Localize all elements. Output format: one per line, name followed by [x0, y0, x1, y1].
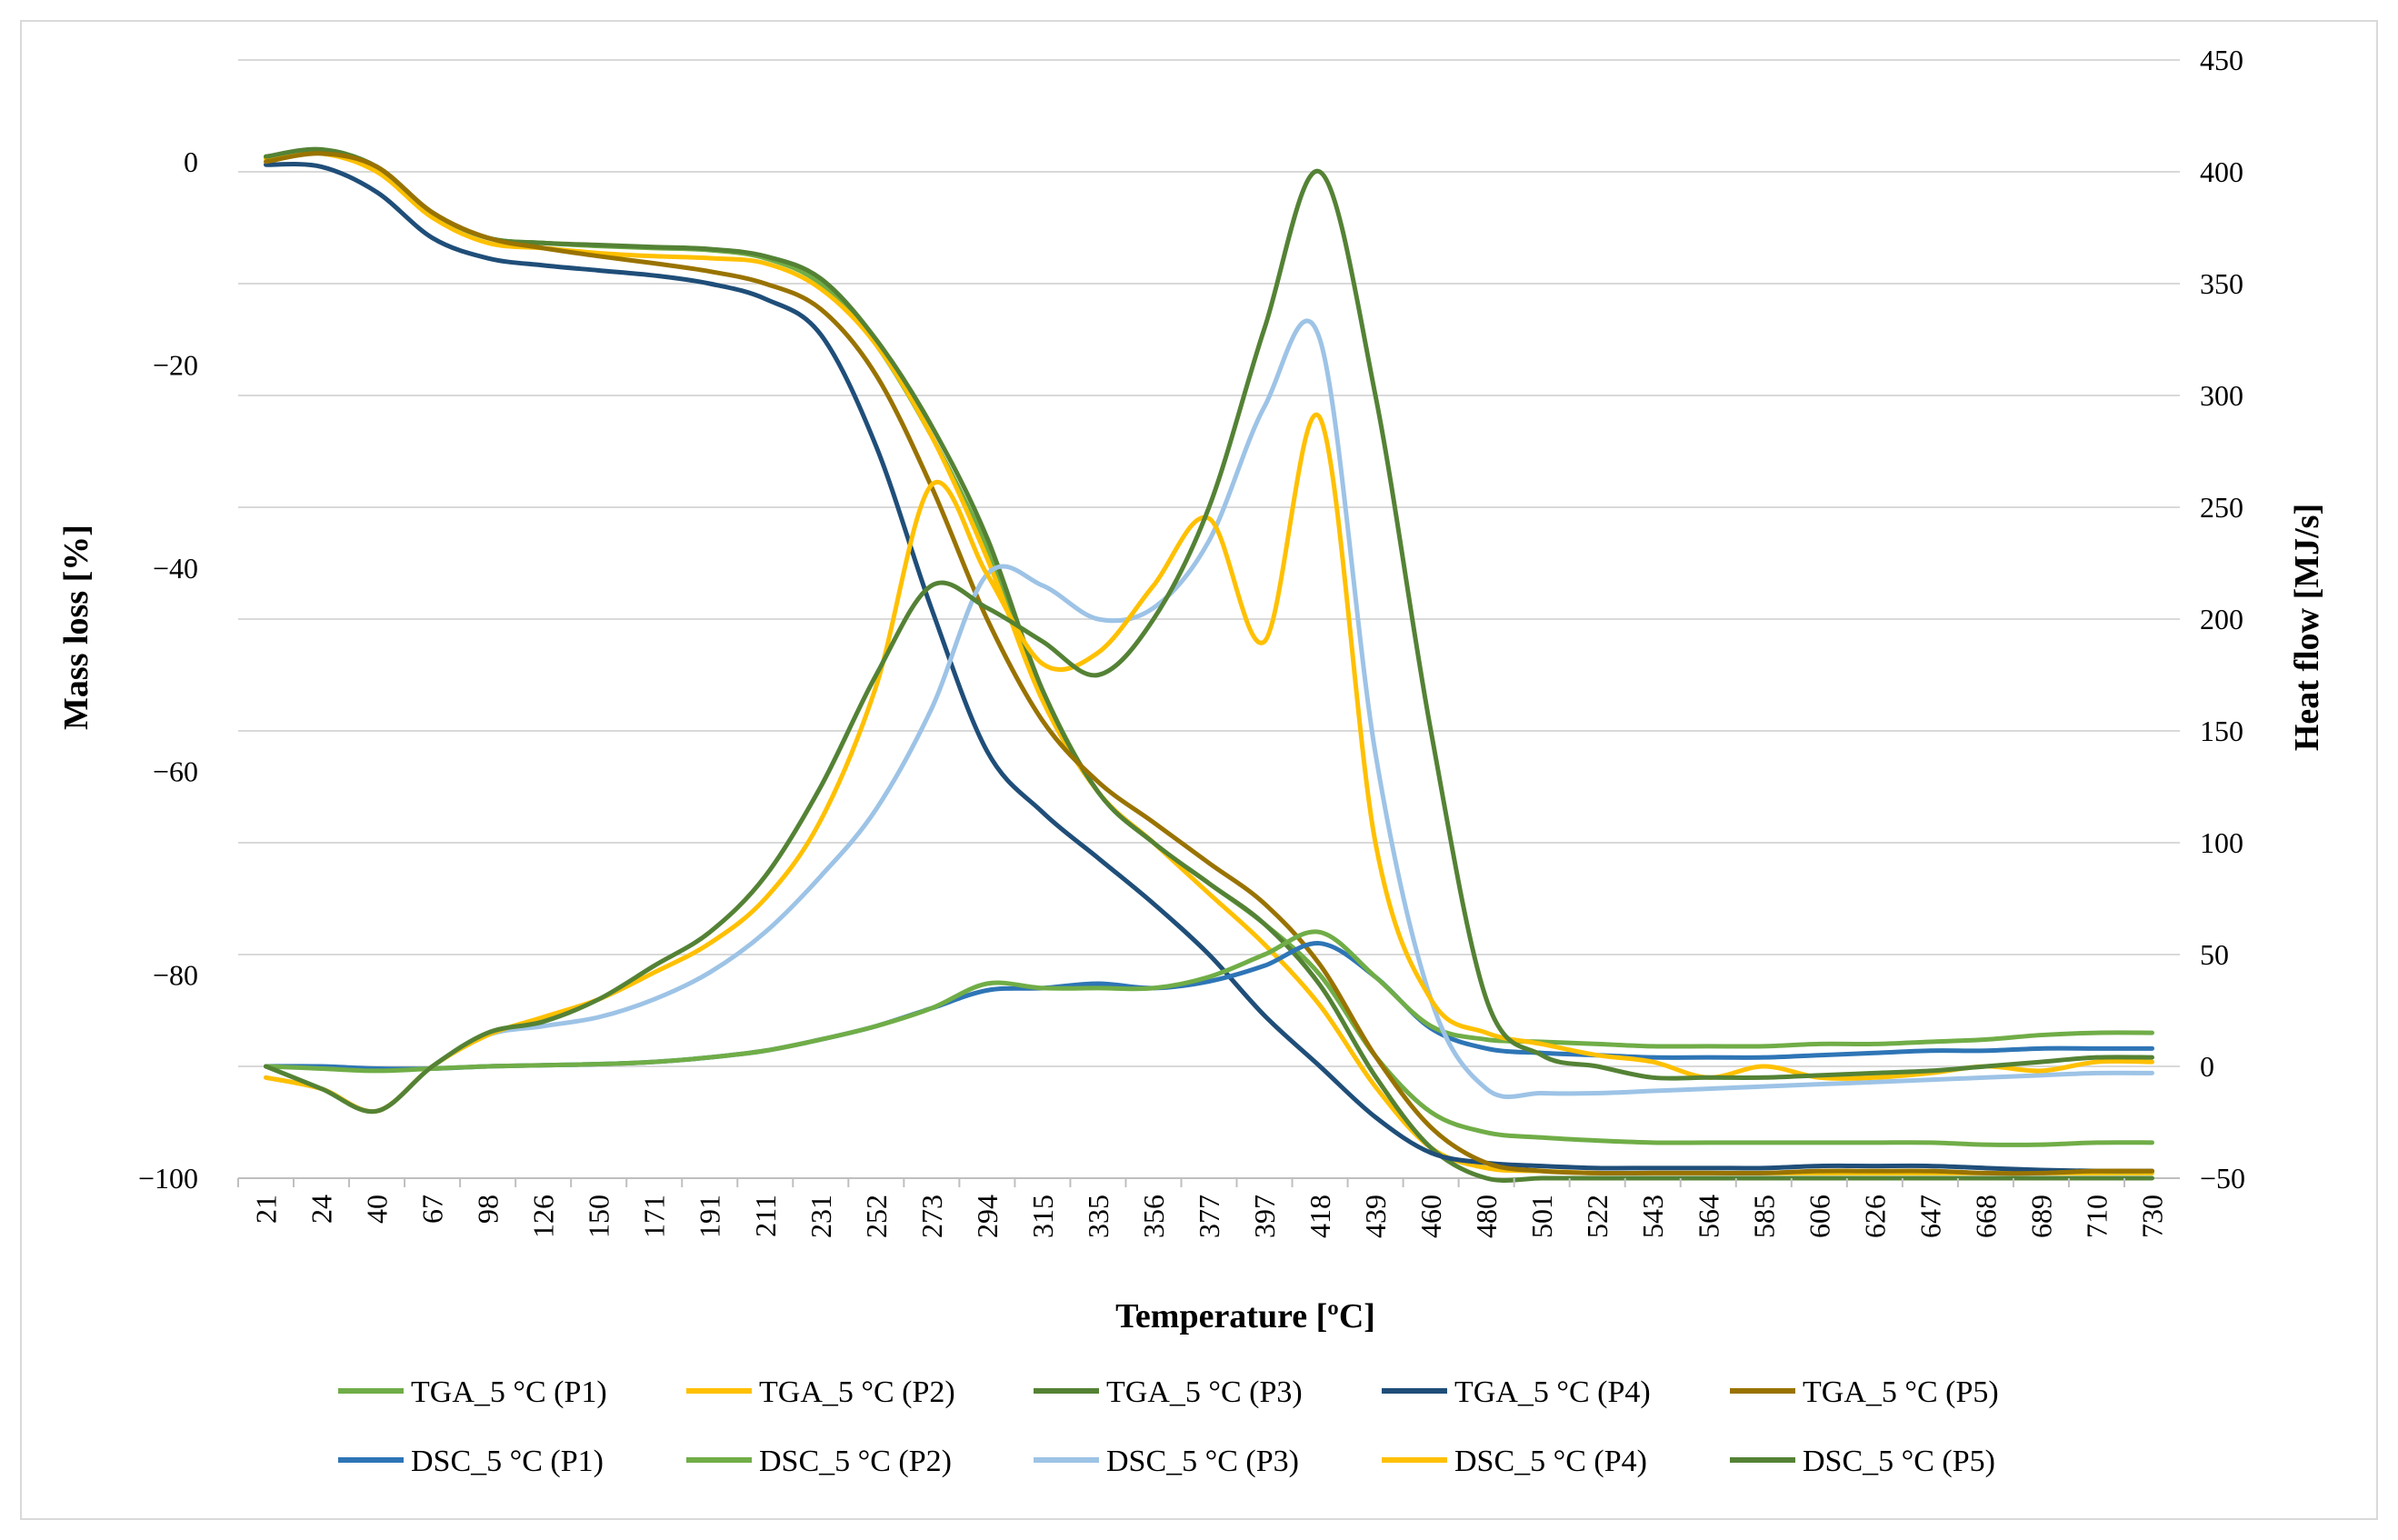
x-tick-label: 418	[1304, 1195, 1336, 1238]
x-tick-label: 689	[2024, 1195, 2057, 1238]
x-tick-label: 150	[583, 1195, 615, 1238]
x-tick-label: 356	[1137, 1195, 1170, 1238]
y-axis-ticks: 0 −20 −40 −60 −80 −100	[138, 145, 198, 1195]
y2-axis-title: Heat flow [MJ/s]	[2288, 504, 2326, 751]
series-line	[264, 412, 2154, 1115]
series-line	[264, 941, 2154, 1072]
x-tick-label: 460	[1414, 1195, 1447, 1238]
x-tick-label: 191	[694, 1195, 726, 1238]
y-tick-label: −40	[153, 552, 198, 585]
legend-label: TGA_5 °C (P3)	[1106, 1375, 1303, 1409]
x-tick-label: 522	[1581, 1195, 1614, 1238]
y2-tick-label: 300	[2200, 379, 2243, 412]
x-tick-label: 710	[2080, 1195, 2113, 1238]
series-line	[264, 146, 2154, 1183]
legend-label: TGA_5 °C (P5)	[1803, 1375, 1999, 1409]
series-line	[264, 162, 2154, 1174]
series-line	[264, 168, 2154, 1115]
x-axis-title: Temperature [ºC]	[1115, 1297, 1375, 1335]
legend-label: DSC_5 °C (P3)	[1106, 1445, 1299, 1478]
y-tick-label: −80	[153, 958, 198, 991]
y2-tick-label: 400	[2200, 155, 2243, 188]
x-tick-label: 606	[1803, 1195, 1835, 1238]
y2-tick-label: 350	[2200, 267, 2243, 300]
legend-label: DSC_5 °C (P2)	[759, 1445, 952, 1478]
series-line	[264, 318, 2154, 1115]
x-tick-label: 730	[2135, 1195, 2168, 1238]
y2-tick-label: 50	[2200, 938, 2229, 971]
legend-label: DSC_5 °C (P5)	[1803, 1445, 1995, 1478]
x-tick-label: 585	[1747, 1195, 1780, 1238]
x-tick-label: 24	[305, 1195, 338, 1224]
x-tick-label: 397	[1248, 1195, 1281, 1238]
legend: TGA_5 °C (P1) TGA_5 °C (P2) TGA_5 °C (P3) T…	[338, 1375, 1999, 1478]
x-tick-label: 67	[416, 1195, 449, 1224]
x-tick-label: 40	[361, 1195, 394, 1224]
legend-label: TGA_5 °C (P1)	[411, 1375, 607, 1409]
x-tick-label: 564	[1692, 1195, 1724, 1238]
y-tick-label: −20	[153, 348, 198, 381]
legend-label: TGA_5 °C (P4)	[1454, 1375, 1651, 1409]
y2-tick-label: 250	[2200, 491, 2243, 524]
series-line	[264, 151, 2154, 1176]
y2-tick-label: 450	[2200, 44, 2243, 76]
x-tick-label: 439	[1359, 1195, 1392, 1238]
x-axis-ticks: 21 24 40 67 98 126 150 171 191 211 231 252 273 294 315…	[237, 1178, 2168, 1238]
series-line	[264, 148, 2154, 1147]
y2-tick-label: 100	[2200, 826, 2243, 859]
y2-axis-ticks: 450 400 350 300 250 200 150 100 50 0 −50	[2200, 44, 2245, 1195]
x-tick-label: 647	[1913, 1195, 1946, 1238]
x-tick-label: 335	[1082, 1195, 1114, 1238]
gridlines	[238, 59, 2180, 1179]
x-tick-label: 171	[638, 1195, 671, 1238]
y2-tick-label: 200	[2200, 603, 2243, 635]
y-tick-label: −60	[153, 755, 198, 788]
y-tick-label: 0	[184, 145, 198, 178]
x-tick-label: 501	[1525, 1195, 1558, 1238]
x-tick-label: 98	[472, 1195, 505, 1224]
x-tick-label: 315	[1026, 1195, 1059, 1238]
x-tick-label: 377	[1193, 1195, 1225, 1238]
x-tick-label: 543	[1636, 1195, 1669, 1238]
legend-label: DSC_5 °C (P4)	[1454, 1445, 1647, 1478]
x-tick-label: 126	[527, 1195, 560, 1238]
chart-frame	[20, 20, 2378, 1520]
x-tick-label: 21	[250, 1195, 283, 1224]
series-lines	[264, 146, 2154, 1183]
x-tick-label: 626	[1858, 1195, 1891, 1238]
y2-tick-label: 0	[2200, 1050, 2214, 1083]
legend-label: TGA_5 °C (P2)	[759, 1375, 955, 1409]
series-line	[264, 929, 2154, 1074]
y-axis-title: Mass loss [%]	[57, 525, 95, 730]
x-tick-label: 231	[804, 1195, 837, 1238]
x-tick-label: 480	[1470, 1195, 1503, 1238]
legend-label: DSC_5 °C (P1)	[411, 1445, 604, 1478]
y-tick-label: −100	[138, 1162, 198, 1195]
y2-tick-label: −50	[2200, 1162, 2245, 1195]
x-tick-label: 294	[971, 1195, 1004, 1238]
x-tick-label: 273	[915, 1195, 948, 1238]
x-tick-label: 668	[1969, 1195, 2002, 1238]
y2-tick-label: 150	[2200, 715, 2243, 747]
x-tick-label: 211	[749, 1195, 782, 1237]
x-tick-label: 252	[860, 1195, 893, 1238]
